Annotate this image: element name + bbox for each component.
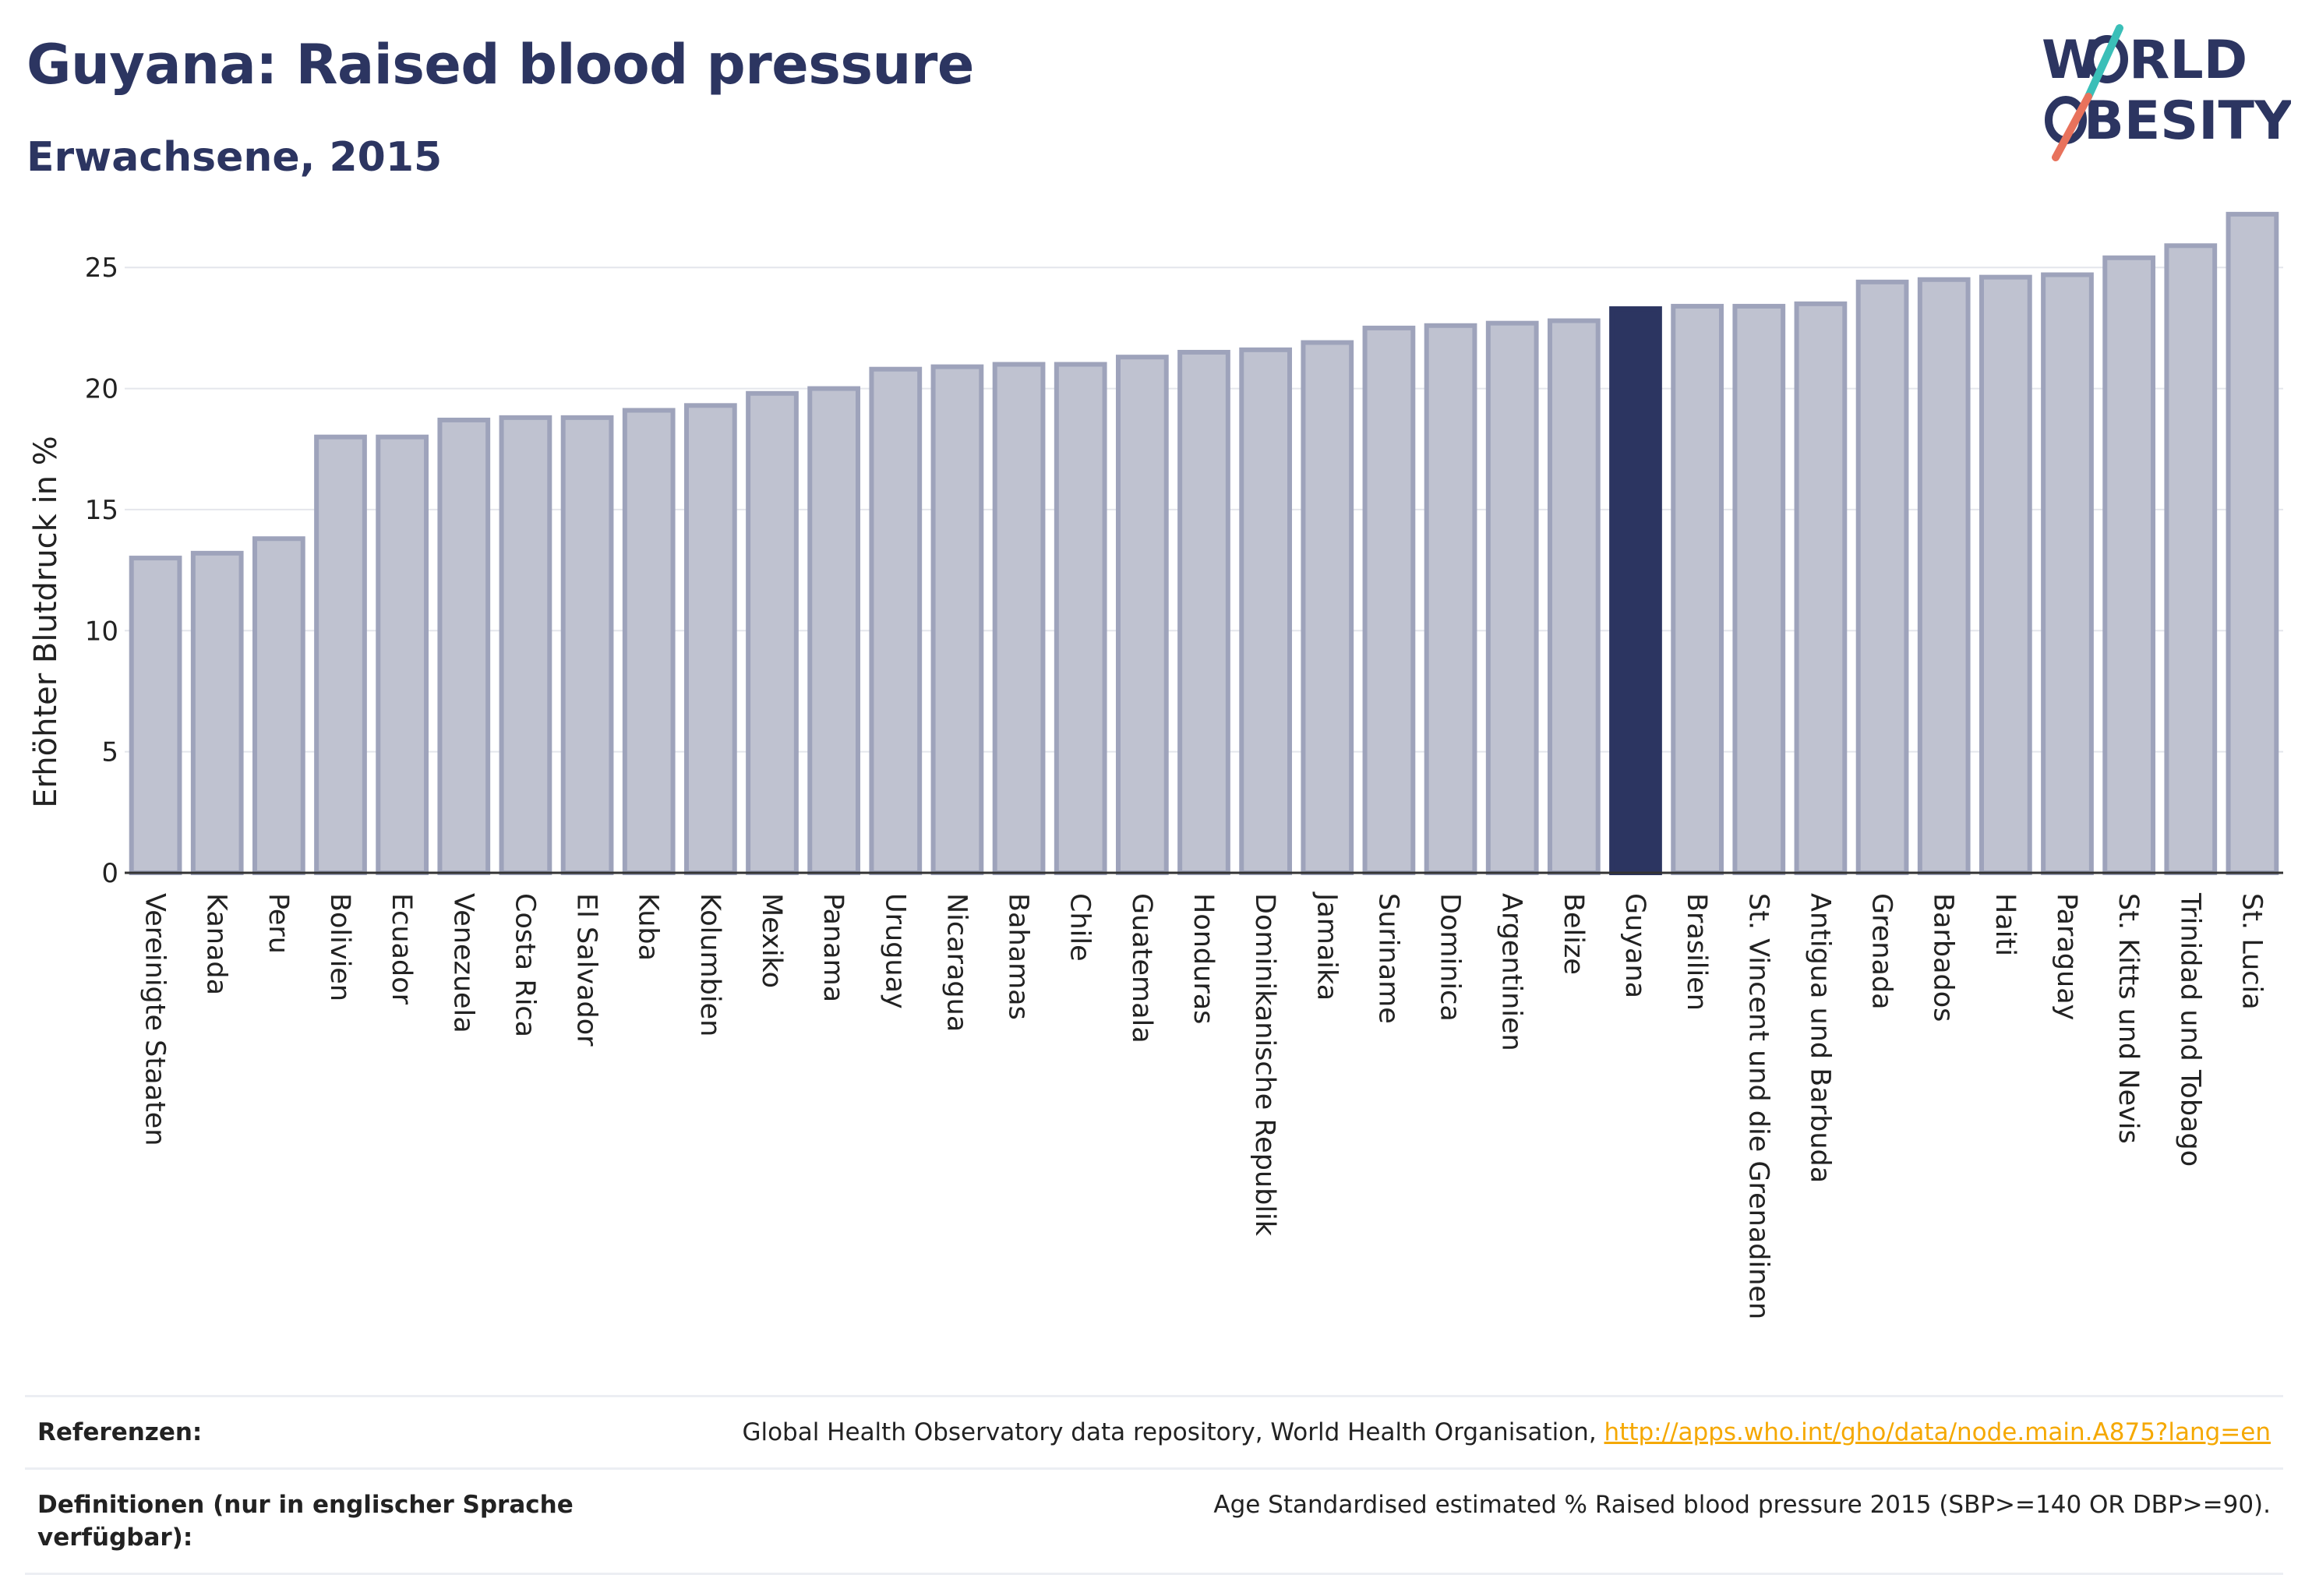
references-source: Global Health Observatory data repositor… — [742, 1418, 1604, 1446]
y-tick-label: 20 — [85, 374, 118, 405]
x-tick-label: St. Vincent und die Grenadinen — [1742, 893, 1774, 1319]
x-tick-label: Bahamas — [1003, 893, 1034, 1020]
x-tick-label: Suriname — [1372, 893, 1403, 1024]
x-tick-label: Haiti — [1989, 893, 2021, 956]
bar-costa-rica — [499, 415, 552, 875]
bar-suriname — [1362, 325, 1416, 875]
bar-uruguay — [869, 366, 923, 875]
bar-vereinigte-staaten — [129, 556, 182, 875]
logo-rld: RLD — [2129, 30, 2247, 91]
bars — [129, 211, 2279, 876]
y-tick-label: 10 — [85, 616, 118, 647]
bar-kuba — [622, 408, 676, 875]
x-tick-label: Bolivien — [324, 893, 355, 1001]
definitions-label: Definitionen (nur in englischer Sprache … — [37, 1491, 574, 1552]
bar-nicaragua — [930, 364, 984, 876]
definitions-text: Age Standardised estimated % Raised bloo… — [1213, 1491, 2271, 1519]
y-axis-title: Erhöhter Blutdruck in % — [28, 436, 64, 807]
x-tick-label: Brasilien — [1681, 893, 1712, 1011]
chart-title: Guyana: Raised blood pressure — [26, 33, 974, 97]
x-tick-label: Kuba — [633, 893, 664, 961]
x-tick-label: Nicaragua — [941, 893, 972, 1032]
bar-peru — [252, 536, 305, 875]
x-tick-label: Antigua und Barbuda — [1804, 893, 1835, 1183]
bar-trinidad-und-tobago — [2164, 243, 2218, 875]
x-tick-label: Dominikanische Republik — [1249, 893, 1280, 1237]
bar-ecuador — [376, 434, 429, 875]
bar-chile — [1054, 362, 1107, 875]
bar-panama — [807, 386, 861, 876]
bar-kanada — [190, 550, 244, 875]
bar-honduras — [1177, 349, 1230, 875]
y-tick-label: 25 — [85, 252, 118, 284]
y-tick-label: 0 — [101, 858, 118, 889]
bar-guatemala — [1115, 355, 1169, 875]
definitions-row: Definitionen (nur in englischer Sprache … — [25, 1467, 2283, 1575]
x-tick-label: St. Lucia — [2236, 893, 2267, 1010]
bar-haiti — [1978, 274, 2032, 875]
references-text: Global Health Observatory data repositor… — [742, 1416, 2271, 1449]
x-tick-label: Grenada — [1866, 893, 1897, 1010]
bar-brasilien — [1671, 303, 1724, 875]
bar-bolivien — [314, 434, 367, 875]
bar-bahamas — [992, 362, 1046, 875]
footer: Referenzen: Global Health Observatory da… — [25, 1395, 2283, 1575]
world-obesity-logo: W RLD BESITY — [2042, 24, 2291, 161]
x-tick-label: Belize — [1558, 893, 1589, 975]
x-tick-label: Guatemala — [1126, 893, 1157, 1043]
axes: 0 5 10 15 20 25 Vereinigte Staaten Kanada Peru Bo… — [85, 252, 2283, 1319]
bar-belize — [1547, 318, 1601, 876]
chart-subtitle: Erwachsene, 2015 — [26, 134, 443, 181]
x-tick-label: Barbados — [1928, 893, 1959, 1022]
references-link[interactable]: http://apps.who.int/gho/data/node.main.A… — [1604, 1418, 2271, 1446]
x-tick-label: Panama — [817, 893, 849, 1002]
bar-antigua-und-barbuda — [1794, 301, 1848, 876]
x-tick-label: Vereinigte Staaten — [139, 893, 171, 1146]
x-tick-label: Venezuela — [447, 893, 478, 1033]
x-tick-label: El Salvador — [571, 893, 602, 1047]
y-tick-label: 5 — [101, 737, 118, 768]
bar-venezuela — [437, 417, 491, 875]
x-tick-label: Kanada — [201, 893, 232, 995]
x-tick-label: Mexiko — [756, 893, 787, 988]
x-tick-label: Jamaika — [1311, 892, 1342, 1001]
bar-argentinien — [1485, 320, 1539, 875]
bar-st-vincent-und-die-grenadinen — [1732, 303, 1786, 875]
x-tick-label: Ecuador — [386, 893, 417, 1005]
x-tick-label: Honduras — [1188, 893, 1219, 1024]
x-tick-label: Costa Rica — [509, 893, 540, 1037]
x-tick-label: Kolumbien — [694, 893, 725, 1036]
bar-dominikanische-republik — [1239, 347, 1293, 876]
bar-barbados — [1917, 277, 1971, 875]
x-tick-label: Argentinien — [1496, 893, 1527, 1051]
x-tick-label: Paraguay — [2051, 893, 2082, 1020]
bar-grenada — [1855, 279, 1909, 876]
bar-kolumbien — [683, 403, 737, 875]
x-tick-label: Uruguay — [879, 893, 910, 1009]
references-row: Referenzen: Global Health Observatory da… — [25, 1395, 2283, 1467]
bar-mexiko — [746, 390, 799, 875]
bar-st-lucia — [2226, 211, 2279, 876]
x-tick-label: Trinidad und Tobago — [2174, 892, 2205, 1167]
x-tick-label: Guyana — [1619, 893, 1650, 998]
bar-chart: 0 5 10 15 20 25 Vereinigte Staaten Kanada Peru Bo… — [28, 211, 2283, 1319]
bar-jamaika — [1301, 340, 1354, 875]
bar-el-salvador — [560, 415, 614, 875]
references-label: Referenzen: — [37, 1418, 203, 1446]
x-tick-label: Dominica — [1435, 893, 1466, 1022]
x-tick-label: Chile — [1064, 893, 1096, 962]
x-tick-label: Peru — [263, 893, 294, 954]
bar-guyana — [1609, 306, 1662, 875]
y-tick-label: 15 — [85, 495, 118, 526]
bar-paraguay — [2041, 272, 2094, 875]
bar-st-kitts-und-nevis — [2102, 255, 2156, 875]
bar-dominica — [1424, 323, 1477, 875]
logo-besity: BESITY — [2084, 90, 2291, 152]
x-tick-label: St. Kitts und Nevis — [2113, 893, 2144, 1144]
